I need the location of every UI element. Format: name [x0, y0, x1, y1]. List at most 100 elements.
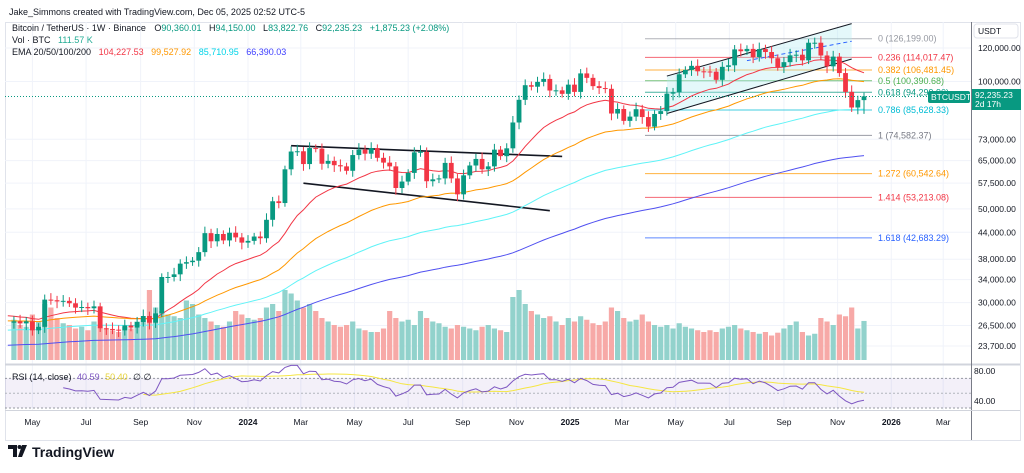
fib-retracement[interactable]: 0 (126,199.00) 0.236 (114,017.47) 0.382 (1… — [645, 34, 954, 243]
volume-bar — [208, 321, 214, 360]
volume-bar — [417, 311, 424, 360]
volume-bar — [23, 326, 29, 360]
price-tick: 57,500.00 — [978, 178, 1016, 188]
volume-bar — [596, 325, 602, 360]
rsi-tick-80: 80.00 — [974, 366, 996, 376]
candle-body — [325, 160, 331, 164]
volume-bar — [725, 326, 732, 360]
candle-body — [251, 236, 257, 241]
candle-body — [522, 85, 528, 100]
volume-bar — [257, 318, 263, 360]
candle-body — [294, 151, 300, 153]
volume-legend[interactable]: Vol · BTC 111.57 K — [12, 35, 93, 45]
candle-body — [368, 148, 374, 154]
candle-body — [455, 178, 460, 195]
volume-bar — [497, 330, 504, 360]
candle-body — [153, 313, 158, 323]
volume-bar — [300, 307, 307, 360]
candle-body — [781, 62, 787, 68]
volume-bar — [177, 318, 183, 360]
volume-bar — [54, 318, 60, 360]
volume-bar — [793, 321, 799, 360]
time-tick: Sep — [133, 417, 148, 427]
candle-body — [97, 306, 103, 329]
volume-bar — [491, 328, 497, 360]
candle-body — [128, 325, 134, 328]
price-tick: 23,700.00 — [978, 341, 1016, 351]
fib-level-label: 0.5 (100,390.68) — [878, 76, 944, 86]
rsi-pane — [63, 364, 865, 405]
candle-body — [356, 149, 362, 156]
candle-body — [405, 172, 411, 182]
price-tick: 50,000.00 — [978, 204, 1016, 214]
chart-frame — [5, 22, 1021, 441]
candle-body — [245, 240, 251, 243]
candle-body — [233, 232, 239, 238]
volume-bar — [528, 311, 534, 360]
tradingview-logo-icon — [8, 445, 27, 457]
volume-bar — [171, 316, 177, 360]
bar-countdown: 2d 17h — [975, 99, 1001, 109]
candle-body — [559, 90, 565, 94]
candle-body — [664, 93, 670, 112]
volume-bar — [411, 325, 417, 360]
candle-body — [726, 65, 731, 67]
candle-body — [855, 100, 861, 108]
candle-body — [547, 78, 553, 91]
candle-body — [763, 49, 768, 53]
volume-bar — [670, 328, 676, 360]
time-tick: 2024 — [239, 417, 258, 427]
currency-unit-button[interactable] — [973, 23, 1019, 39]
candle-body — [596, 86, 602, 89]
volume-bar — [374, 332, 380, 360]
candle-body — [806, 42, 811, 61]
volume-bar — [350, 321, 356, 360]
candle-body — [110, 328, 115, 330]
time-tick: Jul — [724, 417, 735, 427]
volume-bar — [337, 326, 343, 360]
candle-body — [73, 303, 78, 308]
candle-body — [467, 165, 473, 176]
candle-body — [609, 88, 614, 114]
candle-body — [79, 306, 85, 308]
volume-bar — [615, 311, 621, 360]
price-tick: 44,000.00 — [978, 227, 1016, 237]
rsi-legend[interactable]: RSI (14, close) 40.59 50.40 ∅ ∅ — [12, 372, 151, 382]
volume-bar — [270, 304, 276, 360]
ema-100-line — [7, 108, 865, 331]
volume-bar — [756, 333, 762, 360]
volume-bar — [738, 328, 744, 360]
volume-bar — [276, 311, 282, 360]
time-axis[interactable]: May Jul Sep Nov 2024 Mar May Jul Sep Nov 2025 Mar Ma… — [24, 417, 950, 427]
volume-bar — [639, 314, 645, 360]
candle-body — [639, 109, 645, 118]
volume-bar — [288, 293, 294, 360]
rsi-line — [63, 364, 865, 405]
candle-body — [652, 113, 657, 127]
volume-bar — [590, 323, 596, 360]
candle-body — [615, 108, 620, 114]
symbol-legend[interactable]: Bitcoin / TetherUS · 1W · Binance O90,36… — [12, 23, 449, 33]
tradingview-logo[interactable]: TradingView — [8, 444, 114, 460]
logo-text: TradingView — [32, 444, 114, 460]
candle-body — [541, 78, 547, 82]
volume-bar — [522, 304, 528, 360]
volume-bar — [368, 332, 374, 360]
volume-bar — [461, 326, 467, 360]
price-axis[interactable]: 120,000.00 100,000.00 73,000.00 65,000.00 57… — [978, 43, 1021, 351]
candle-body — [399, 181, 405, 189]
candle-body — [572, 84, 577, 92]
volume-bar — [79, 326, 85, 360]
volume-bar — [719, 328, 725, 360]
candle-body — [362, 149, 368, 154]
volume-bar — [454, 325, 461, 360]
ema-legend[interactable]: EMA 20/50/100/200 104,227.53 99,527.92 8… — [12, 47, 286, 57]
volume-bar — [134, 321, 140, 360]
volume-bar — [559, 325, 565, 360]
candle-body — [849, 91, 855, 108]
volume-bar — [282, 290, 288, 360]
volume-bar — [842, 316, 849, 360]
fib-level-label: 0.382 (106,481.45) — [878, 65, 954, 75]
